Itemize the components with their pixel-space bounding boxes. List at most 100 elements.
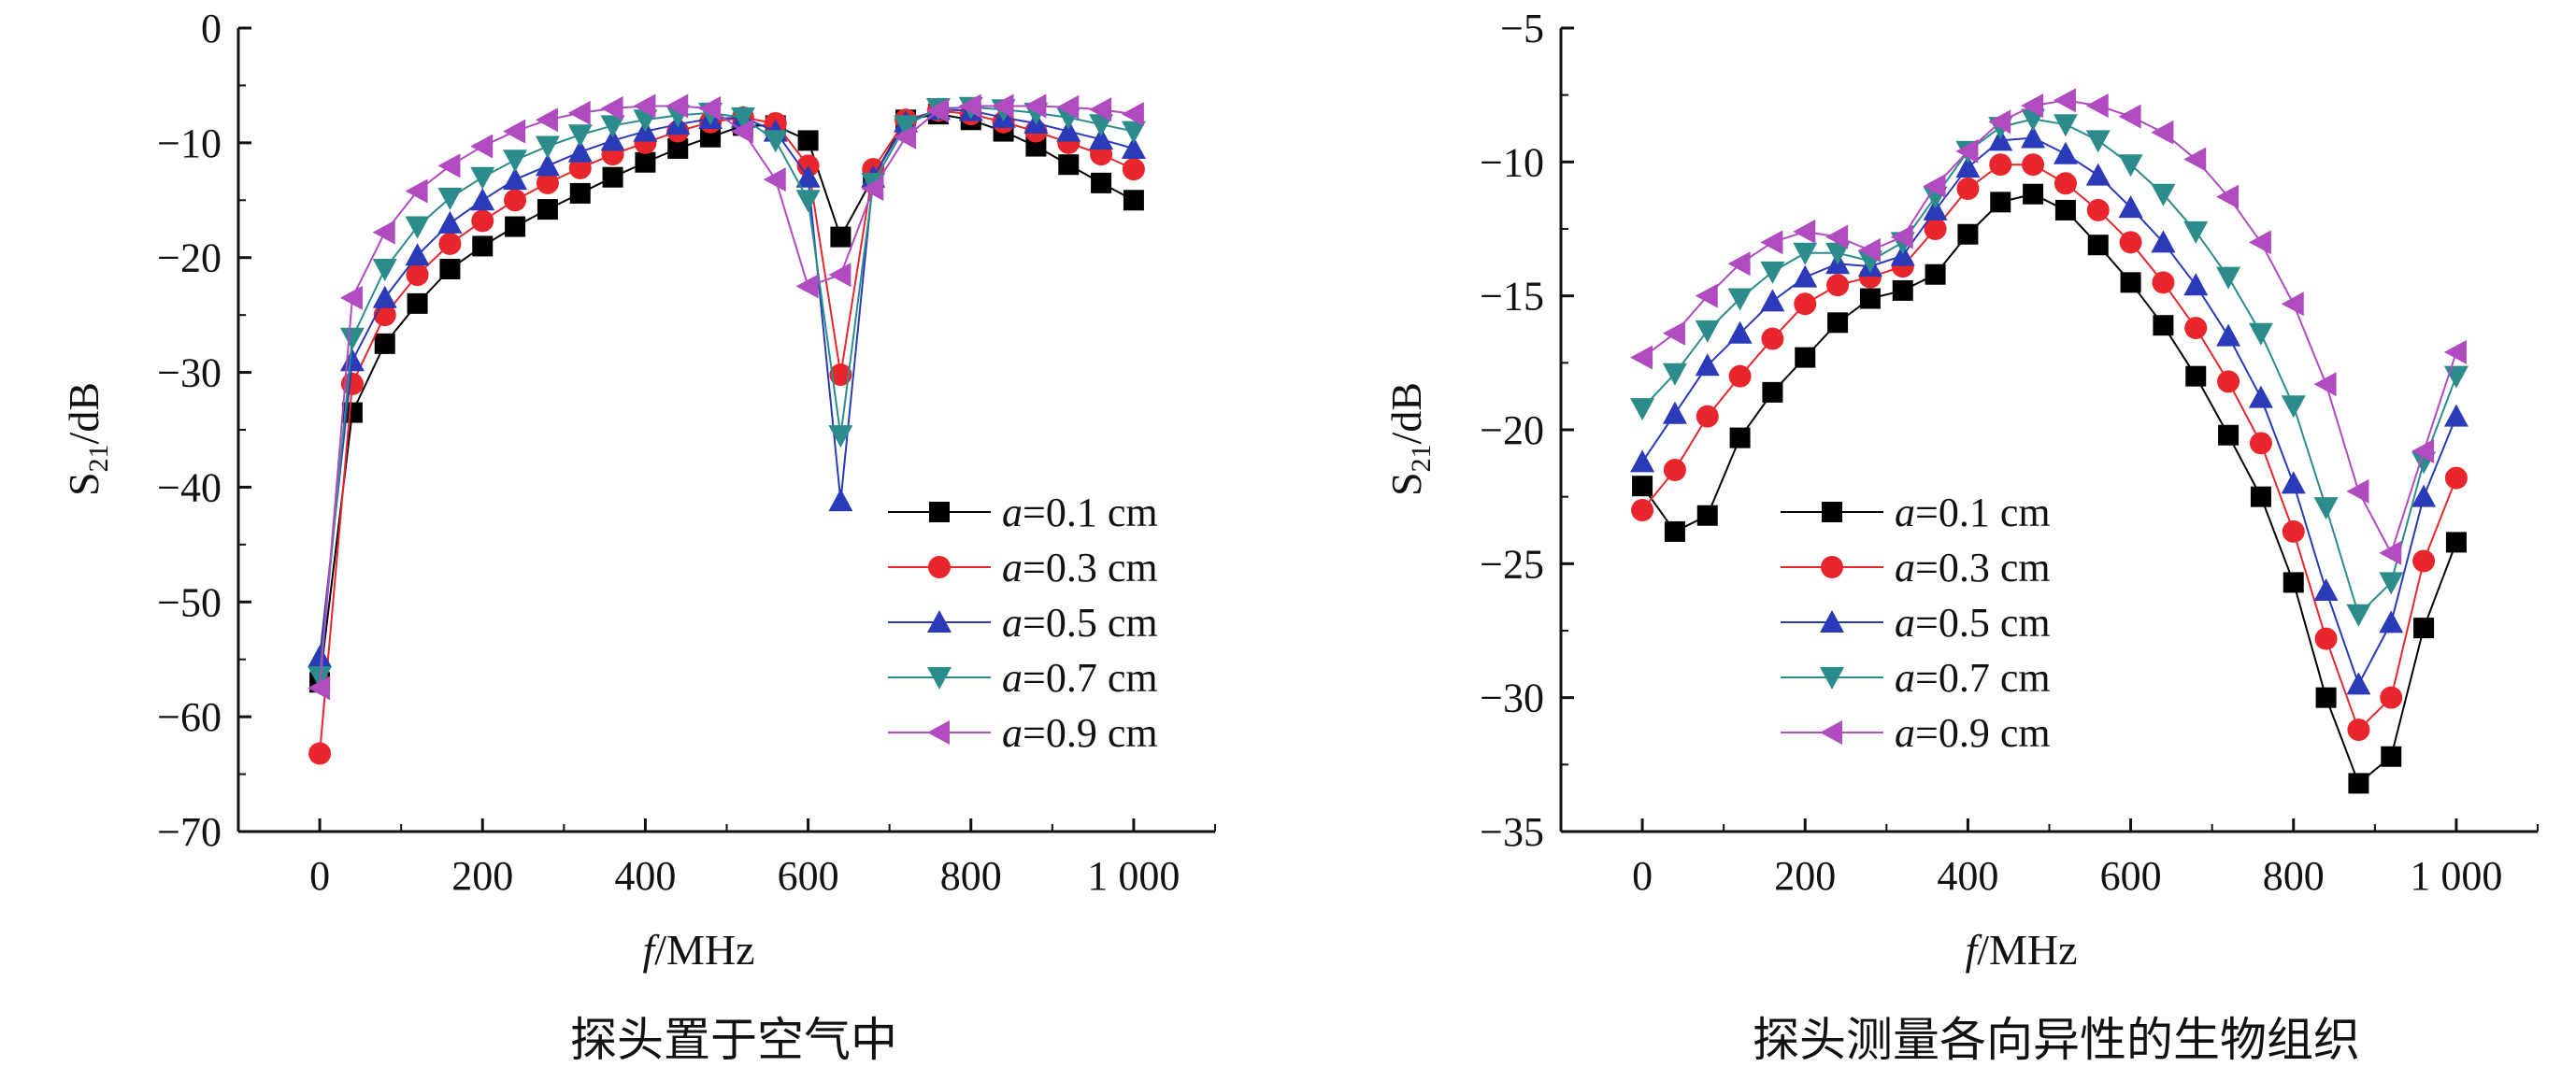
data-point xyxy=(2022,153,2045,177)
data-point xyxy=(1121,121,1146,144)
x-tick-label: 1 000 xyxy=(2410,853,2502,899)
data-point xyxy=(2379,610,2404,633)
data-point xyxy=(536,171,559,194)
data-point xyxy=(1023,93,1047,119)
data-point xyxy=(1826,274,1850,297)
y-tick-label: −20 xyxy=(1480,407,1544,453)
chart-caption: 探头置于空气中 xyxy=(570,1013,897,1067)
data-point xyxy=(2021,125,2046,149)
data-point xyxy=(569,182,591,204)
x-axis-label: f/MHz xyxy=(1965,926,2077,974)
y-axis-label: S21/dB xyxy=(60,382,114,496)
data-point xyxy=(2313,497,2339,520)
data-point xyxy=(2218,424,2240,446)
data-point xyxy=(2314,627,2338,650)
data-point xyxy=(2381,746,2402,767)
data-point xyxy=(470,188,495,211)
data-point xyxy=(1727,320,1753,344)
data-point xyxy=(374,333,395,354)
data-point xyxy=(2281,395,2306,419)
data-point xyxy=(1122,158,1145,181)
y-tick-label: −35 xyxy=(1480,809,1544,855)
data-point xyxy=(2380,686,2403,709)
data-point xyxy=(795,164,821,188)
y-tick-label: −30 xyxy=(157,350,222,396)
data-point xyxy=(1794,292,1817,316)
data-point xyxy=(2313,372,2337,397)
chart-caption: 探头测量各向异性的生物组织 xyxy=(1753,1013,2360,1067)
data-point xyxy=(1630,449,1655,473)
data-point xyxy=(1793,264,1818,288)
data-point xyxy=(1727,288,1753,311)
data-point xyxy=(2184,317,2208,340)
data-point xyxy=(1955,138,1979,164)
x-tick-label: 800 xyxy=(2263,853,2325,899)
legend-marker xyxy=(927,610,952,633)
data-point xyxy=(2282,519,2305,543)
data-point xyxy=(406,263,429,287)
data-point xyxy=(1631,499,1654,521)
data-point xyxy=(2151,183,2176,206)
legend-marker xyxy=(1821,556,1843,578)
x-tick-label: 0 xyxy=(1632,853,1653,899)
data-point xyxy=(2023,183,2044,205)
data-point xyxy=(2054,199,2076,221)
data-point xyxy=(1056,94,1080,120)
data-point xyxy=(2086,198,2110,221)
data-point xyxy=(894,115,919,138)
legend: a=0.1 cm a=0.3 cm a=0.5 cm a=0.7 cm a=0.9 cm xyxy=(1781,490,2051,756)
data-point xyxy=(535,135,560,159)
x-axis-label: f/MHz xyxy=(642,926,754,974)
data-point xyxy=(2183,147,2207,172)
data-point xyxy=(600,96,623,121)
data-point xyxy=(1825,224,1849,249)
data-point xyxy=(1955,155,1981,178)
data-point xyxy=(1121,136,1146,159)
data-point xyxy=(1662,320,1685,346)
data-point xyxy=(2054,172,2077,195)
data-point xyxy=(1729,427,1751,448)
data-point xyxy=(1760,261,1785,284)
data-point xyxy=(470,166,495,190)
legend-label: a=0.7 cm xyxy=(1895,655,2051,701)
data-point xyxy=(535,153,560,177)
data-point xyxy=(339,285,363,310)
data-point xyxy=(372,259,397,281)
x-tick-label: 200 xyxy=(1774,853,1836,899)
data-point xyxy=(2085,93,2109,119)
y-tick-label: −25 xyxy=(1480,541,1544,587)
chart-panel-tissue: −5 −10 −15 −20 −25 −30 −35 0 200 400 600 800 1 000 S2… xyxy=(1382,6,2539,1067)
data-point xyxy=(2346,604,2371,627)
data-point xyxy=(567,100,591,125)
data-point xyxy=(1696,505,1718,526)
data-point xyxy=(2151,120,2174,145)
data-point xyxy=(472,235,494,257)
data-point xyxy=(1925,263,1946,285)
x-tick-label: 600 xyxy=(778,853,839,899)
data-point xyxy=(828,489,853,512)
data-point xyxy=(339,349,365,372)
legend-label: a=0.5 cm xyxy=(1895,600,2051,646)
data-point xyxy=(1091,172,1112,193)
data-point xyxy=(991,93,1014,119)
data-point xyxy=(471,209,494,233)
data-point xyxy=(797,130,819,151)
y-tick-label: −70 xyxy=(157,809,222,855)
data-point xyxy=(505,216,526,237)
data-point xyxy=(437,210,463,234)
data-point xyxy=(2185,365,2207,387)
data-point xyxy=(2119,231,2142,254)
data-point xyxy=(2183,273,2209,296)
data-point xyxy=(828,263,852,288)
data-point xyxy=(2152,271,2175,294)
data-point xyxy=(2053,114,2078,137)
x-tick-label: 1 000 xyxy=(1087,853,1180,899)
data-point xyxy=(1089,127,1114,150)
y-tick-label: −10 xyxy=(157,121,222,166)
x-tick-label: 200 xyxy=(451,853,513,899)
legend-label: a=0.1 cm xyxy=(1002,490,1158,535)
data-point xyxy=(795,274,819,299)
data-point xyxy=(1695,320,1720,343)
data-point xyxy=(2412,549,2436,573)
